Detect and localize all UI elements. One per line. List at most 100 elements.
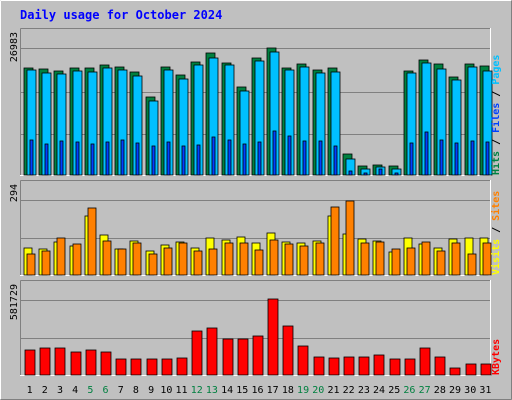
legend-item-pages: Pages [491,55,502,85]
bar-sites-day-1 [26,253,36,276]
day-label-5: 5 [87,385,93,396]
max-value-label: 581729 [9,284,20,320]
bar-sites-day-29 [451,242,461,276]
bar-sites-day-16 [254,249,264,276]
bar-kbytes-day-28 [434,356,446,376]
panel-kbytes: 581729 KBytes [9,280,502,376]
bar-pages-day-30 [470,140,475,176]
legend-item-hits: Hits [490,151,502,175]
bar-kbytes-day-23 [358,356,370,376]
bar-pages-day-23 [363,172,368,176]
bar-kbytes-day-5 [85,349,97,376]
chart-title: Daily usage for October 2024 [20,8,222,22]
bar-kbytes-day-25 [389,358,401,376]
day-label-6: 6 [103,385,109,396]
bar-pages-day-13 [211,136,216,176]
bar-kbytes-day-4 [70,351,82,376]
bar-kbytes-day-7 [115,358,127,376]
day-label-8: 8 [133,385,139,396]
bar-sites-day-8 [132,242,142,276]
bar-sites-day-23 [360,242,370,276]
bar-pages-day-2 [44,143,49,176]
bar-sites-day-11 [178,242,188,276]
bar-sites-day-19 [299,245,309,276]
day-label-25: 25 [388,385,400,396]
bar-pages-day-4 [75,141,80,176]
day-label-26: 26 [403,385,415,396]
legend-item-visits: Visits [490,239,502,275]
day-label-16: 16 [251,385,263,396]
max-value-label: 26983 [9,32,20,62]
legend-separator: / [491,85,502,103]
bar-kbytes-day-6 [100,351,112,376]
bar-kbytes-day-27 [419,347,431,376]
bar-sites-day-18 [284,243,294,276]
bar-pages-day-1 [29,139,34,176]
max-value-label: 294 [9,184,20,202]
bar-sites-day-12 [193,250,203,276]
day-label-21: 21 [327,385,339,396]
legend-item-sites: Sites [490,191,502,221]
day-label-27: 27 [419,385,431,396]
bar-kbytes-day-2 [39,347,51,376]
legend-separator: / [491,221,502,239]
bar-sites-day-31 [482,242,492,276]
bar-sites-day-14 [224,242,234,276]
bar-kbytes-day-14 [222,338,234,376]
bar-kbytes-day-3 [54,347,66,376]
bar-sites-day-30 [467,253,477,276]
bar-sites-day-24 [375,241,385,276]
bar-kbytes-day-13 [206,327,218,376]
day-label-24: 24 [373,385,385,396]
bar-pages-day-11 [181,145,186,176]
bar-sites-day-26 [406,247,416,276]
bar-kbytes-day-31 [480,363,492,376]
day-label-18: 18 [282,385,294,396]
bar-sites-day-22 [345,200,355,276]
bar-pages-day-21 [333,145,338,176]
day-label-19: 19 [297,385,309,396]
bar-pages-day-22 [348,170,353,176]
bar-kbytes-day-11 [176,357,188,376]
day-label-1: 1 [27,385,33,396]
bar-pages-day-18 [287,135,292,176]
bar-sites-day-6 [102,240,112,276]
bar-sites-day-10 [163,247,173,276]
bar-sites-day-27 [421,241,431,276]
bar-sites-day-9 [148,253,158,276]
bar-pages-day-5 [90,143,95,176]
day-label-17: 17 [267,385,279,396]
day-label-23: 23 [358,385,370,396]
bar-kbytes-day-24 [373,354,385,376]
day-label-20: 20 [312,385,324,396]
bar-kbytes-day-18 [282,325,294,376]
bar-pages-day-7 [120,139,125,176]
bar-kbytes-day-10 [161,358,173,376]
day-label-11: 11 [176,385,188,396]
bar-pages-day-16 [257,141,262,176]
bar-pages-day-15 [242,143,247,176]
day-label-10: 10 [160,385,172,396]
bar-pages-day-20 [318,140,323,176]
legend-item-kbytes: KBytes [491,339,502,375]
bar-sites-day-4 [72,243,82,276]
bar-kbytes-day-16 [252,335,264,376]
bar-sites-day-25 [391,248,401,276]
bar-pages-day-31 [485,141,490,176]
bar-kbytes-day-15 [237,338,249,376]
bar-kbytes-day-1 [24,349,36,376]
day-label-7: 7 [118,385,124,396]
legend-item-files: Files [490,103,502,133]
bar-kbytes-day-29 [449,367,461,376]
legend-kbytes: KBytes [491,339,502,375]
bar-pages-day-14 [227,139,232,176]
bar-pages-day-8 [135,142,140,176]
bar-pages-day-29 [454,142,459,176]
day-label-2: 2 [42,385,48,396]
bar-sites-day-21 [330,206,340,276]
bar-pages-day-24 [378,168,383,176]
legend-visits-sites: Visits / Sites [490,191,502,275]
bar-pages-day-10 [166,141,171,176]
day-label-14: 14 [221,385,233,396]
bar-kbytes-day-30 [465,363,477,376]
